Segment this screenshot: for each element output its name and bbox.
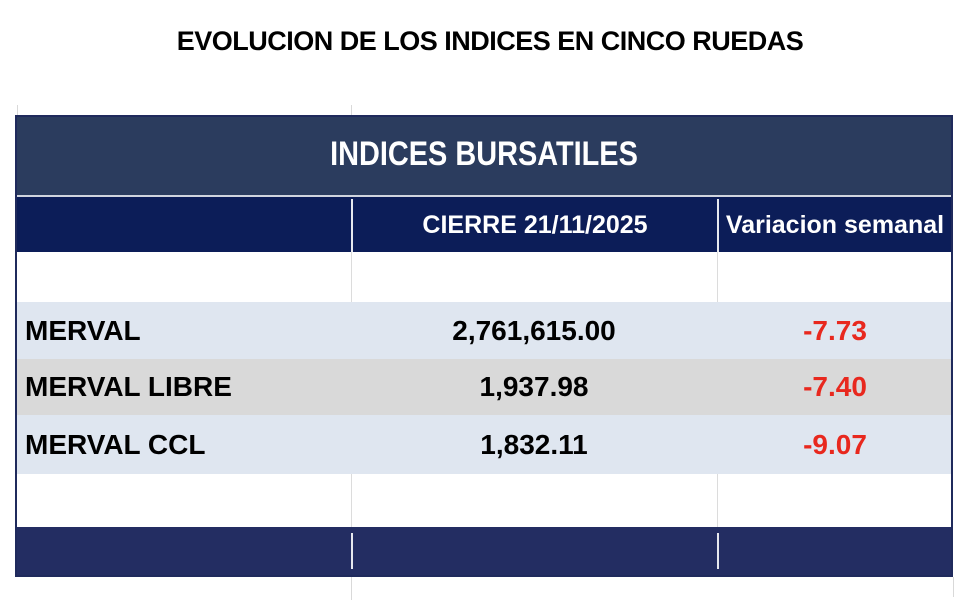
row-variation: -7.40 bbox=[803, 371, 867, 402]
blank-row bbox=[17, 474, 951, 529]
row-variation: -9.07 bbox=[803, 428, 867, 460]
gridline bbox=[953, 577, 954, 597]
gridline bbox=[17, 105, 18, 115]
blank-row bbox=[17, 252, 951, 302]
table-header: CIERRE 21/11/2025 Variacion semanal bbox=[17, 195, 951, 254]
column-divider bbox=[351, 252, 352, 302]
column-divider bbox=[717, 252, 718, 302]
header-variation: Variacion semanal bbox=[725, 211, 945, 239]
table-row: MERVAL LIBRE 1,937.98 -7.40 bbox=[17, 359, 951, 415]
indices-table: INDICES BURSATILES CIERRE 21/11/2025 Var… bbox=[15, 115, 953, 577]
page-title: EVOLUCION DE LOS INDICES EN CINCO RUEDAS bbox=[176, 26, 804, 56]
column-divider bbox=[351, 474, 352, 529]
table-title-band: INDICES BURSATILES bbox=[17, 117, 951, 195]
row-variation: -7.73 bbox=[803, 314, 867, 346]
header-divider bbox=[351, 199, 353, 252]
footer-divider bbox=[717, 533, 719, 569]
row-close: 2,761,615.00 bbox=[452, 314, 616, 346]
table-row: MERVAL CCL 1,832.11 -9.07 bbox=[17, 415, 951, 474]
table-row: MERVAL 2,761,615.00 -7.73 bbox=[17, 302, 951, 359]
header-close: CIERRE 21/11/2025 bbox=[422, 211, 648, 239]
row-close: 1,832.11 bbox=[480, 428, 588, 460]
column-divider bbox=[717, 474, 718, 529]
footer-divider bbox=[351, 533, 353, 569]
row-name: MERVAL LIBRE bbox=[25, 371, 232, 402]
row-name: MERVAL bbox=[25, 314, 141, 346]
row-close: 1,937.98 bbox=[479, 371, 589, 402]
table-footer bbox=[17, 527, 951, 575]
table-title: INDICES BURSATILES bbox=[330, 135, 638, 173]
header-name bbox=[17, 197, 351, 254]
row-name: MERVAL CCL bbox=[25, 428, 206, 460]
header-divider bbox=[717, 199, 719, 252]
